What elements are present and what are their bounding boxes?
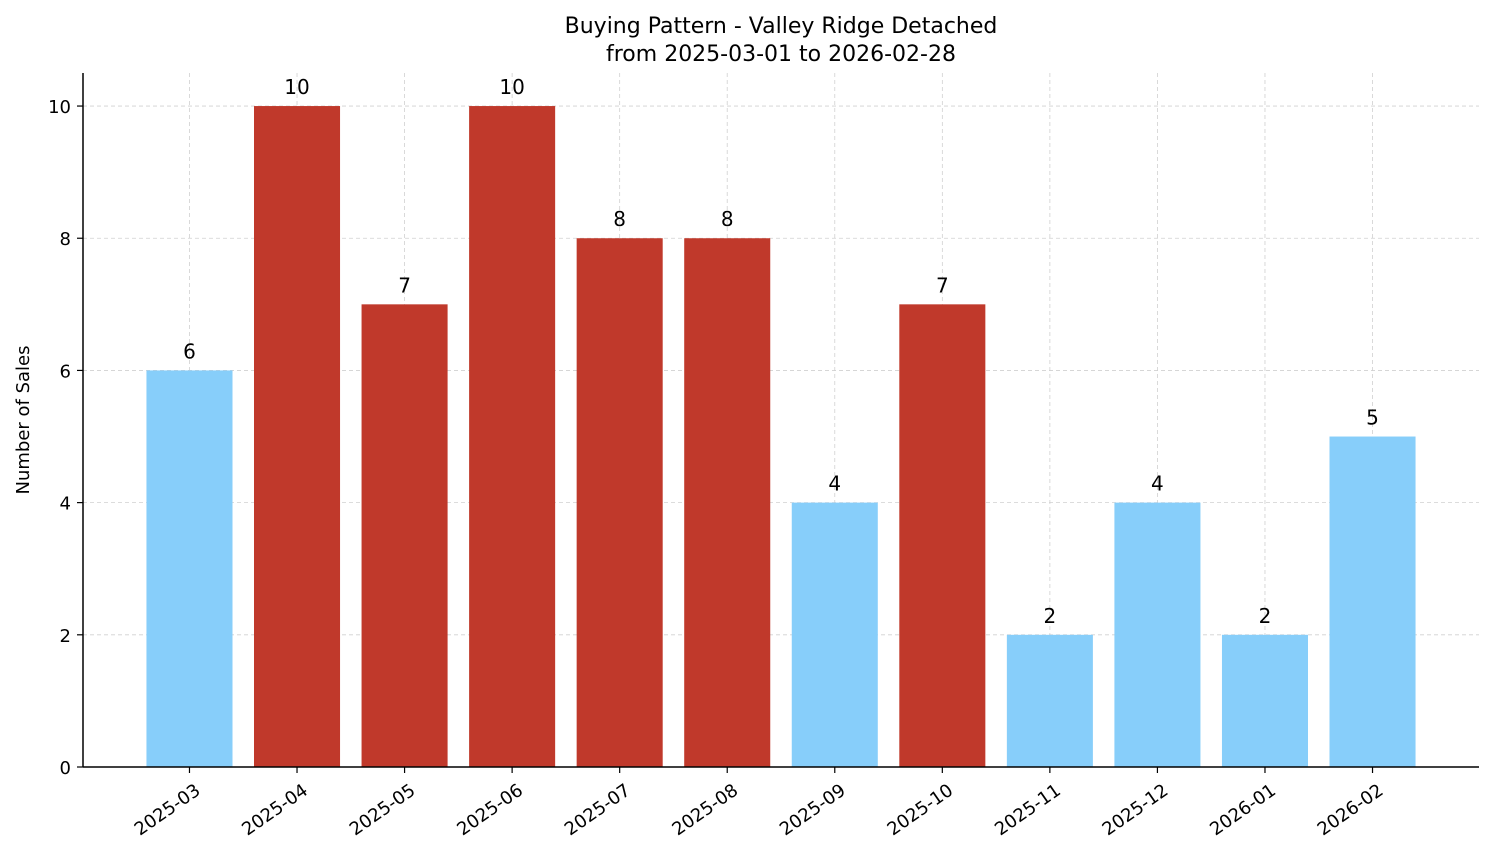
x-tick-label-2025-08: 2025-08 [668,780,742,840]
bar-2025-08 [684,238,771,767]
chart-subtitle: from 2025-03-01 to 2026-02-28 [606,42,956,67]
data-label-2026-02: 5 [1366,406,1379,430]
data-label-2025-04: 10 [284,75,309,99]
data-label-2025-11: 2 [1044,604,1057,628]
data-label-2025-10: 7 [936,273,949,297]
bar-2025-05 [361,304,448,767]
bar-2026-01 [1221,634,1308,767]
data-label-2025-09: 4 [828,472,841,496]
x-tick-label-2026-02: 2026-02 [1314,780,1388,840]
data-label-2026-01: 2 [1259,604,1272,628]
x-tick-label-2025-10: 2025-10 [884,780,958,840]
x-tick-label-2026-01: 2026-01 [1206,780,1280,840]
bar-2025-03 [146,370,233,767]
y-tick-label: 0 [60,758,71,779]
x-tick-label-2025-04: 2025-04 [238,780,312,840]
bar-2025-11 [1006,634,1093,767]
x-tick-label-2025-12: 2025-12 [1099,780,1173,840]
x-tick-label-2025-06: 2025-06 [453,780,527,840]
y-tick-label: 10 [48,97,71,118]
y-axis-label: Number of Sales [13,345,34,494]
data-label-2025-06: 10 [499,75,524,99]
y-tick-label: 2 [60,626,71,647]
x-tick-label-2025-07: 2025-07 [561,780,635,840]
data-label-2025-12: 4 [1151,472,1164,496]
bar-2026-02 [1329,436,1416,767]
bar-2025-09 [791,502,878,767]
x-tick-label-2025-09: 2025-09 [776,780,850,840]
data-label-2025-05: 7 [398,273,411,297]
bar-2025-10 [899,304,986,767]
data-label-2025-03: 6 [183,339,196,363]
bar-2025-06 [469,106,556,768]
bars [146,106,1416,768]
y-tick-label: 6 [60,361,71,382]
x-tick-label-2025-03: 2025-03 [131,780,205,840]
bar-2025-04 [254,106,341,768]
x-tick-label-2025-11: 2025-11 [991,780,1065,840]
chart-title: Buying Pattern - Valley Ridge Detached [565,14,998,39]
data-label-2025-08: 8 [721,207,734,231]
y-tick-label: 4 [60,494,71,515]
bar-2025-12 [1114,502,1201,767]
y-tick-label: 8 [60,229,71,250]
data-label-2025-07: 8 [613,207,626,231]
x-tick-label-2025-05: 2025-05 [346,780,420,840]
data-labels: 6 10 7 10 8 8 4 7 2 4 2 5 [183,75,1379,628]
bar-2025-07 [576,238,663,767]
